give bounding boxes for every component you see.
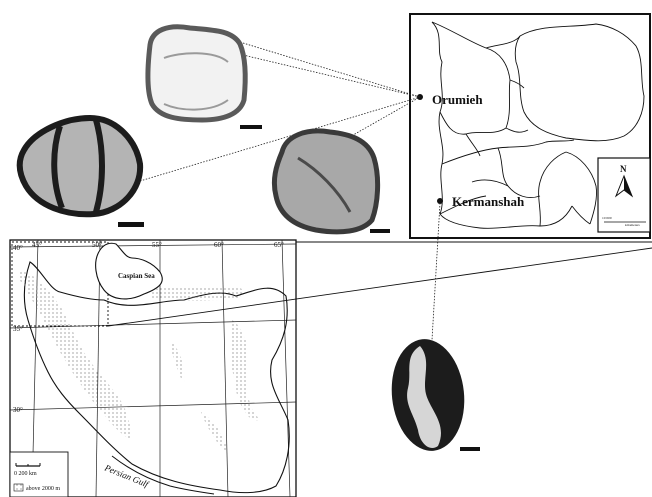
main-map: 0 200 km above 2000 m Caspian Sea Persia… bbox=[9, 239, 297, 497]
scale-bar-1 bbox=[240, 125, 262, 129]
elevation-above-2000m bbox=[20, 270, 260, 452]
pollen-grain-3 bbox=[271, 128, 390, 235]
zoom-connector-lines bbox=[107, 241, 652, 327]
lat-label-40: 40° bbox=[13, 244, 23, 252]
scale-label: 0 200 km bbox=[14, 471, 37, 477]
city-label-kermanshah: Kermanshah bbox=[452, 194, 525, 209]
inset-legend-box bbox=[597, 157, 651, 233]
city-marker-kermanshah bbox=[437, 198, 443, 204]
pollen-grain-4 bbox=[391, 339, 480, 451]
inset-map: Orumieh Kermanshah N 10 000 kilometers bbox=[409, 13, 651, 239]
inset-scale-label-right: kilometers bbox=[625, 223, 640, 227]
main-map-legend: 0 200 km above 2000 m bbox=[9, 451, 69, 497]
grain-connector-lines bbox=[139, 42, 441, 341]
scale-bar-3 bbox=[370, 229, 390, 233]
lon-label-60: 60° bbox=[214, 241, 224, 249]
scale-bar-2 bbox=[118, 222, 144, 227]
lon-label-65: 65° bbox=[274, 241, 284, 249]
scale-bar-4 bbox=[460, 447, 480, 451]
persian-gulf-coast bbox=[111, 455, 215, 495]
legend-swatch bbox=[13, 483, 24, 492]
lat-label-30: 30° bbox=[13, 406, 23, 414]
caspian-sea bbox=[95, 242, 163, 300]
city-label-orumieh: Orumieh bbox=[432, 92, 483, 107]
inset-scale-label-left: 10 000 bbox=[602, 216, 612, 220]
inset-legend: N 10 000 kilometers bbox=[597, 157, 651, 233]
pollen-grain-2 bbox=[16, 114, 144, 227]
lon-label-50: 50° bbox=[92, 241, 102, 249]
caspian-sea-label: Caspian Sea bbox=[118, 272, 155, 280]
legend-label: above 2000 m bbox=[26, 486, 60, 492]
iran-border bbox=[23, 261, 290, 494]
lon-label-45: 45° bbox=[32, 241, 42, 249]
province-boundaries bbox=[431, 21, 645, 229]
lat-label-35: 35° bbox=[13, 325, 23, 333]
pollen-grain-1 bbox=[145, 24, 262, 129]
lon-label-55: 55° bbox=[152, 241, 162, 249]
north-label: N bbox=[620, 164, 627, 174]
